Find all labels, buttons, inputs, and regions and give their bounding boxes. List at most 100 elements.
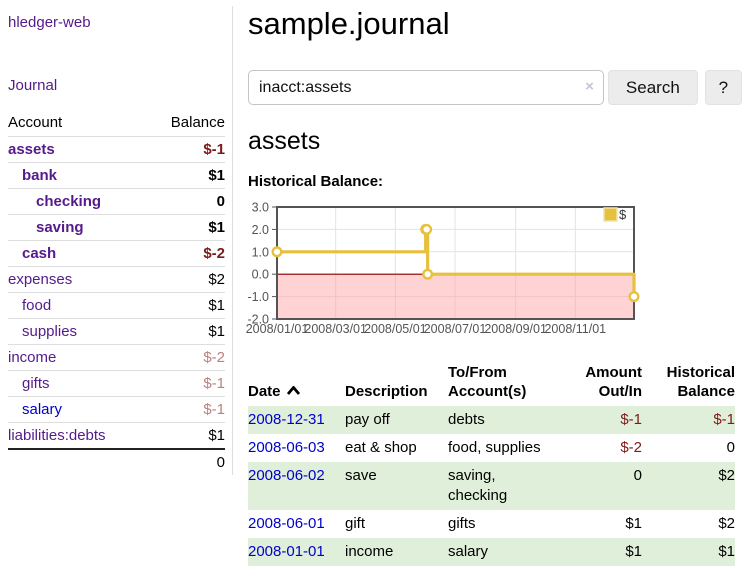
register-header-description: Description	[345, 383, 428, 400]
historical-balance-chart: $3.0 2.0 1.0 0.0 -1.0 -2.0 2008/01/01 2008/03/0…	[244, 199, 742, 339]
search-form: × Search ?	[248, 70, 742, 105]
accounts-total-row: 0	[8, 448, 225, 475]
accounts-header-row: Account Balance	[8, 109, 225, 137]
account-balance: $-1	[147, 136, 225, 163]
account-link[interactable]: assets	[8, 141, 55, 158]
register-row: 2008-06-02 save saving, checking 0 $2	[248, 462, 735, 510]
brand-link[interactable]: hledger-web	[8, 14, 91, 31]
register-row: 2008-06-01 gift gifts $1 $2	[248, 510, 735, 538]
transaction-date-link[interactable]: 2008-12-31	[248, 411, 325, 428]
account-link[interactable]: liabilities:debts	[8, 427, 106, 444]
account-balance: $1	[147, 162, 225, 189]
transaction-description: save	[345, 467, 377, 484]
transaction-amount: $1	[625, 543, 642, 560]
svg-text:-2.0: -2.0	[247, 313, 269, 327]
svg-text:2008/05/01: 2008/05/01	[364, 322, 427, 336]
account-row: checking 0	[8, 188, 225, 215]
transaction-accounts: debts	[448, 411, 485, 428]
register-header-amount: Amount Out/In	[585, 364, 642, 400]
account-row: saving $1	[8, 214, 225, 241]
transaction-description: pay off	[345, 411, 390, 428]
transaction-accounts: saving, checking	[448, 467, 508, 504]
account-balance: $1	[147, 214, 225, 241]
account-row: supplies $1	[8, 318, 225, 345]
clear-search-icon[interactable]: ×	[585, 78, 594, 95]
account-row: gifts $-1	[8, 370, 225, 397]
transaction-balance: 0	[726, 439, 735, 456]
transaction-date-link[interactable]: 2008-06-01	[248, 515, 325, 532]
account-link[interactable]: supplies	[22, 323, 78, 340]
svg-text:2008/01/01: 2008/01/01	[246, 322, 309, 336]
account-balance: $2	[147, 266, 225, 293]
register-header-accounts: To/From Account(s)	[448, 364, 527, 400]
transaction-description: gift	[345, 515, 366, 532]
accounts-header-account: Account	[8, 114, 63, 131]
register-header-balance: Historical Balance	[666, 364, 735, 400]
transaction-balance: $2	[718, 467, 735, 484]
account-link[interactable]: checking	[36, 193, 102, 210]
svg-text:2008/11/01: 2008/11/01	[544, 322, 606, 336]
nav-journal-link[interactable]: Journal	[8, 77, 58, 94]
transaction-amount: $1	[625, 515, 642, 532]
svg-text:2008/07/01: 2008/07/01	[424, 322, 487, 336]
hledger-web-app: { "brand": "hledger-web", "nav": { "jour…	[0, 6, 742, 588]
svg-text:2008/03/01: 2008/03/01	[304, 322, 367, 336]
sidebar: hledger-web Journal Account Balance asse…	[0, 6, 233, 475]
transaction-date-link[interactable]: 2008-01-01	[248, 543, 325, 560]
search-input[interactable]	[248, 70, 604, 105]
balance-chart-svg: $3.0 2.0 1.0 0.0 -1.0 -2.02008/01/012008/03/0…	[246, 201, 640, 336]
account-row: salary $-1	[8, 396, 225, 423]
register-row: 2008-01-01 income salary $1 $1	[248, 538, 735, 566]
transaction-balance: $1	[718, 543, 735, 560]
account-heading: assets	[248, 127, 321, 155]
transaction-description: income	[345, 543, 394, 560]
register-row: 2008-06-03 eat & shop food, supplies $-2…	[248, 434, 735, 462]
transaction-amount: $-2	[620, 439, 642, 456]
account-balance: $1	[147, 318, 225, 345]
transaction-balance: $2	[718, 515, 735, 532]
account-link[interactable]: expenses	[8, 271, 73, 288]
account-link[interactable]: salary	[22, 401, 63, 418]
svg-text:1.0: 1.0	[252, 245, 269, 259]
account-balance: $-1	[147, 370, 225, 397]
svg-text:2008/09/01: 2008/09/01	[484, 322, 547, 336]
account-link[interactable]: bank	[22, 167, 58, 184]
svg-text:-1.0: -1.0	[247, 290, 269, 304]
account-link[interactable]: income	[8, 349, 57, 366]
account-row: assets $-1	[8, 136, 225, 163]
transaction-date-link[interactable]: 2008-06-03	[248, 439, 325, 456]
transaction-accounts: gifts	[448, 515, 476, 532]
svg-text:$: $	[619, 207, 627, 222]
account-row: expenses $2	[8, 266, 225, 293]
account-balance: $1	[147, 292, 225, 319]
account-balance: 0	[147, 188, 225, 215]
register-header-date: Date	[248, 360, 345, 406]
account-link[interactable]: food	[22, 297, 52, 314]
account-link[interactable]: cash	[22, 245, 57, 262]
register-table: Date Description To/From Account(s) Amou…	[248, 360, 735, 566]
account-link[interactable]: saving	[36, 219, 84, 236]
transaction-description: eat & shop	[345, 439, 417, 456]
account-row: cash $-2	[8, 240, 225, 267]
transaction-amount: $-1	[620, 411, 642, 428]
account-row: liabilities:debts $1	[8, 422, 225, 449]
accounts-header-balance: Balance	[170, 114, 225, 131]
account-balance: $-2	[147, 240, 225, 267]
account-row: food $1	[8, 292, 225, 319]
chart-heading: Historical Balance:	[248, 173, 384, 190]
help-button[interactable]: ?	[704, 70, 742, 105]
account-row: bank $1	[8, 162, 225, 189]
main-content: sample.journal × Search ? assets Histori…	[246, 6, 742, 566]
account-balance: $-2	[147, 344, 225, 371]
account-balance: $1	[147, 422, 225, 449]
transaction-accounts: food, supplies	[448, 439, 541, 456]
account-link[interactable]: gifts	[22, 375, 50, 392]
transaction-balance: $-1	[713, 411, 735, 428]
register-row: 2008-12-31 pay off debts $-1 $-1	[248, 406, 735, 434]
search-button[interactable]: Search	[607, 70, 698, 105]
sort-ascending-icon[interactable]	[286, 381, 301, 400]
transaction-date-link[interactable]: 2008-06-02	[248, 467, 325, 484]
accounts-total-balance: 0	[147, 448, 225, 475]
account-balance: $-1	[147, 396, 225, 423]
accounts-table: Account Balance assets $-1 bank $1 check…	[8, 109, 225, 475]
